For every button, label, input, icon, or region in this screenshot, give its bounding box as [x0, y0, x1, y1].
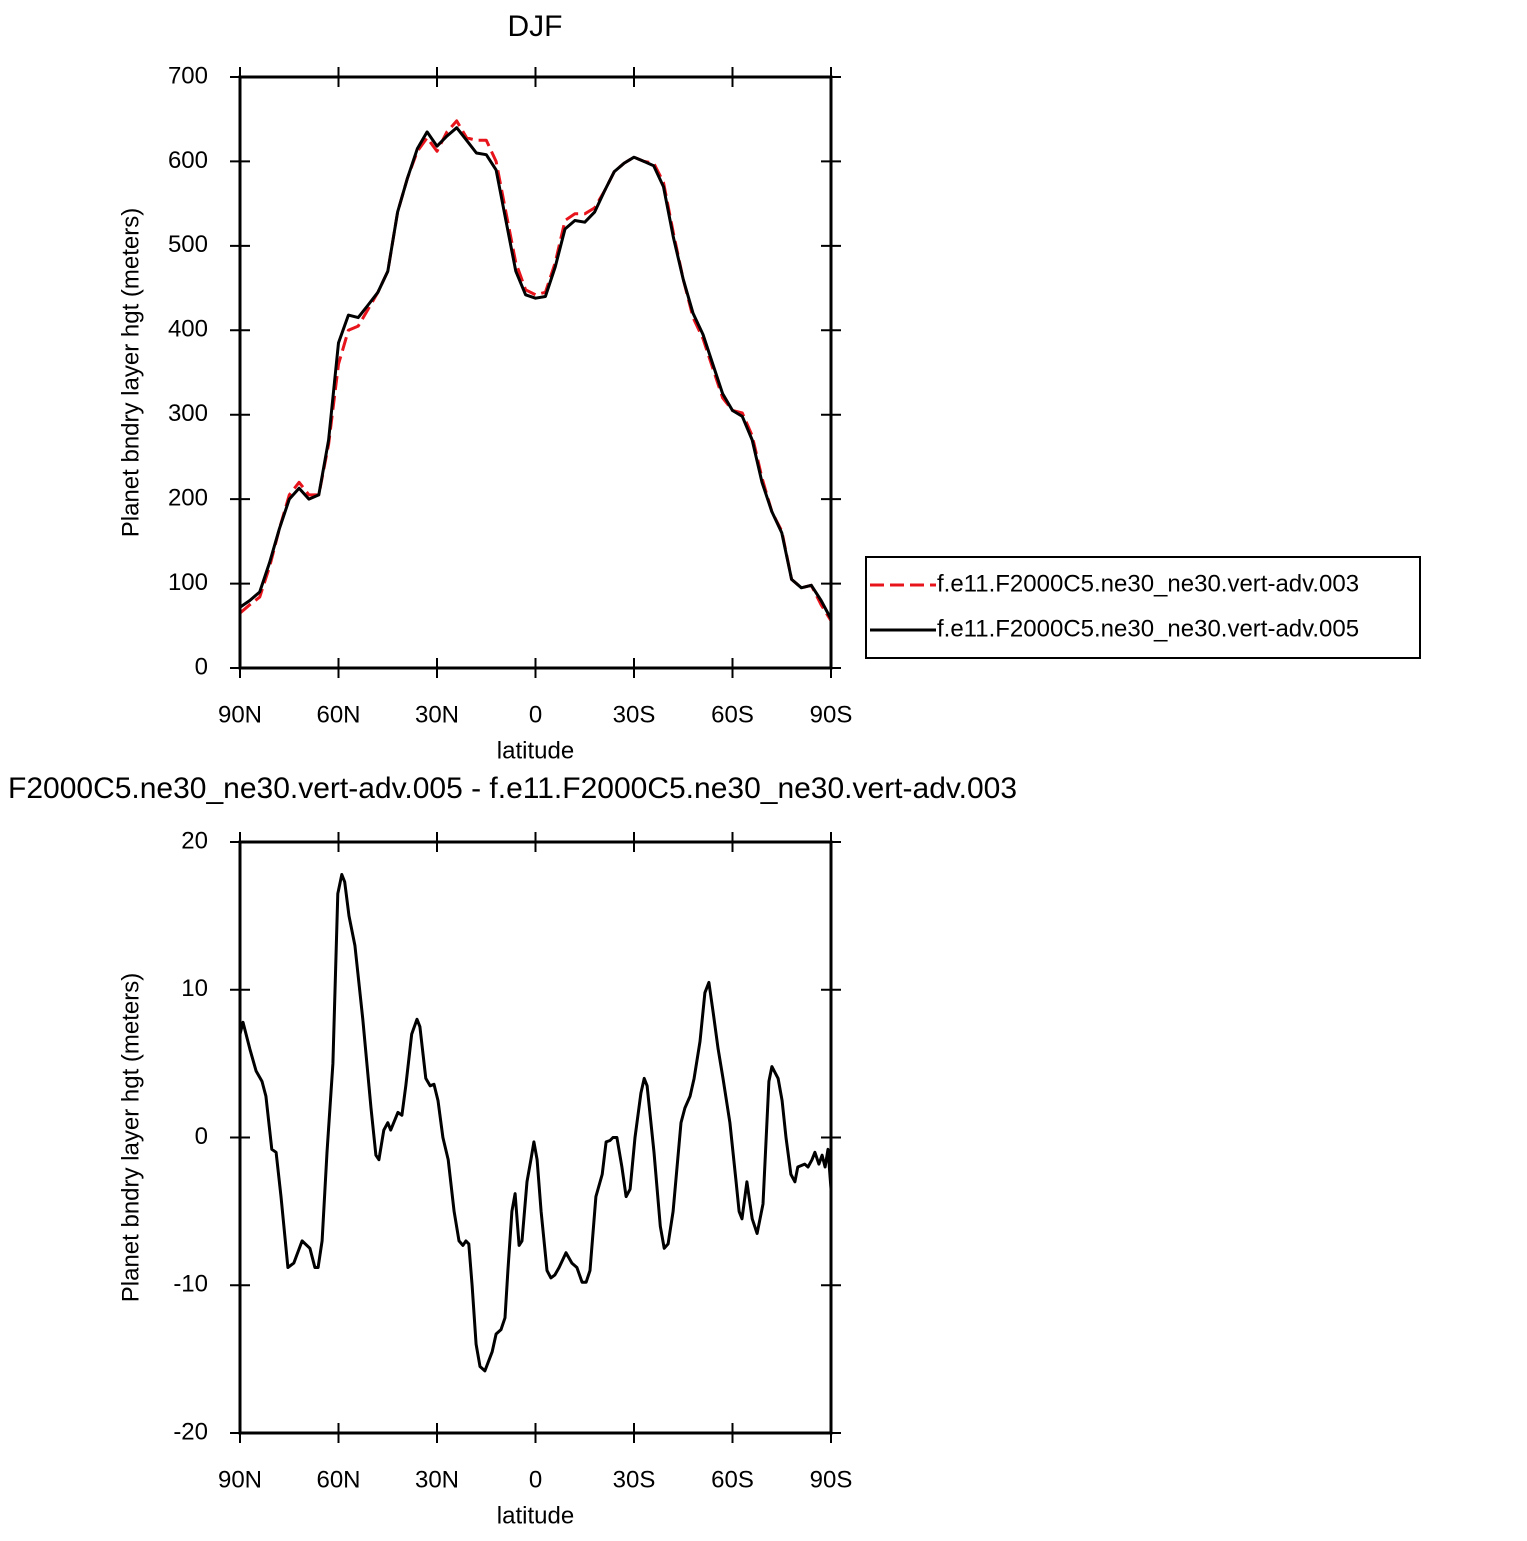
plot-frame: [238, 840, 833, 1435]
y-tick-label: 600: [168, 147, 208, 174]
y-axis-label: Planet bndry layer hgt (meters): [117, 973, 144, 1302]
y-axis-label: Planet bndry layer hgt (meters): [117, 208, 144, 537]
x-tick-label: 60S: [711, 701, 754, 728]
x-tick-label: 60S: [711, 1466, 754, 1493]
data-line: [239, 126, 833, 620]
x-tick-label: 30N: [415, 1466, 459, 1493]
x-tick-label: 90S: [810, 1466, 853, 1493]
y-tick-label: 300: [168, 400, 208, 427]
x-tick-label: 90N: [218, 701, 262, 728]
y-tick-label: -10: [173, 1271, 208, 1298]
x-tick-label: 30S: [613, 1466, 656, 1493]
x-tick-label: 30S: [613, 701, 656, 728]
y-tick-label: 700: [168, 62, 208, 89]
plot-frame: [238, 75, 833, 670]
x-tick-label: 60N: [316, 1466, 360, 1493]
x-tick-label: 0: [529, 1466, 542, 1493]
x-tick-label: 90N: [218, 1466, 262, 1493]
chart-title: F2000C5.ne30_ne30.vert-adv.005 - f.e11.F…: [8, 772, 1017, 805]
legend-label: f.e11.F2000C5.ne30_ne30.vert-adv.003: [937, 570, 1359, 597]
y-tick-label: 200: [168, 484, 208, 511]
legend-label: f.e11.F2000C5.ne30_ne30.vert-adv.005: [937, 615, 1359, 642]
legend-box: [865, 556, 1421, 659]
x-tick-label: 60N: [316, 701, 360, 728]
x-axis-label: latitude: [497, 1502, 574, 1529]
x-tick-label: 90S: [810, 701, 853, 728]
x-tick-label: 0: [529, 701, 542, 728]
y-tick-label: 100: [168, 569, 208, 596]
y-tick-label: 10: [181, 975, 208, 1002]
y-tick-label: 0: [195, 1123, 208, 1150]
chart-title: DJF: [508, 10, 563, 43]
data-line: [238, 873, 833, 1373]
y-tick-label: 20: [181, 827, 208, 854]
x-axis-label: latitude: [497, 737, 574, 764]
y-tick-label: 0: [195, 653, 208, 680]
y-tick-label: 400: [168, 316, 208, 343]
x-tick-label: 30N: [415, 701, 459, 728]
y-tick-label: -20: [173, 1418, 208, 1445]
y-tick-label: 500: [168, 231, 208, 258]
data-line: [239, 119, 833, 622]
